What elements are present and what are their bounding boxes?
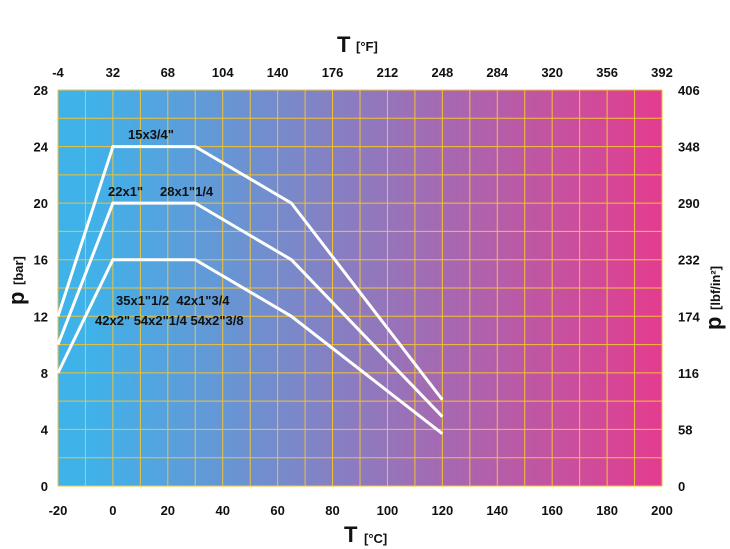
x-top-tick-label: 212: [377, 65, 399, 80]
x-top-tick-label: 140: [267, 65, 289, 80]
y-right-tick-label: 290: [678, 196, 700, 211]
label-35x1-1-2-42x1-3-4: 35x1"1/2 42x1"3/4: [116, 293, 230, 308]
y-right-tick-label: 174: [678, 309, 700, 324]
pressure-curve-2: [56, 201, 444, 418]
y-right-tick-label: 0: [678, 479, 685, 494]
x-top-tick-label: 32: [106, 65, 120, 80]
x-bottom-tick-label: 160: [541, 503, 563, 518]
x-bottom-tick-label: 180: [596, 503, 618, 518]
y-left-tick-label: 4: [41, 422, 49, 437]
y-right-tick-label: 348: [678, 140, 700, 155]
right-axis-unit: [lbf/in²]: [708, 266, 723, 310]
grid: [57, 89, 663, 487]
y-right-tick-label: 58: [678, 422, 692, 437]
x-bottom-tick-label: 0: [109, 503, 116, 518]
x-bottom-tick-label: 120: [432, 503, 454, 518]
bottom-axis-symbol: T: [344, 522, 358, 547]
y-left-tick-label: 0: [41, 479, 48, 494]
y-right-tick-label: 232: [678, 253, 700, 268]
left-axis-unit: [bar]: [11, 256, 26, 285]
y-right-tick-label: 116: [678, 366, 699, 381]
x-top-tick-label: 284: [486, 65, 508, 80]
x-top-tick-label: 104: [212, 65, 234, 80]
x-bottom-tick-label: -20: [49, 503, 68, 518]
x-top-tick-label: 248: [432, 65, 454, 80]
x-top-tick-label: 356: [596, 65, 618, 80]
x-top-tick-label: 68: [161, 65, 175, 80]
left-axis-symbol: p: [4, 292, 29, 305]
x-bottom-tick-label: 140: [486, 503, 508, 518]
label-28x1-1-4: 28x1"1/4: [160, 184, 214, 199]
x-top-tick-label: 176: [322, 65, 344, 80]
tick-labels: -20 0 20 40 60 80 100 120 140 160 180 200-4 32 68 104 1…: [34, 65, 701, 518]
pressure-curve-3: [56, 258, 444, 435]
pressure-curves: [56, 145, 444, 435]
y-left-tick-label: 16: [34, 253, 48, 268]
x-top-tick-label: 320: [541, 65, 563, 80]
label-42x2-54x2-1-4-54x2-3-8: 42x2" 54x2"1/4 54x2"3/8: [95, 313, 244, 328]
right-axis-symbol: p: [701, 317, 726, 330]
y-left-tick-label: 28: [34, 83, 48, 98]
y-right-tick-label: 406: [678, 83, 700, 98]
top-axis-symbol: T: [337, 32, 351, 57]
x-bottom-tick-label: 100: [377, 503, 399, 518]
x-bottom-tick-label: 60: [270, 503, 284, 518]
x-bottom-tick-label: 20: [161, 503, 175, 518]
y-left-tick-label: 8: [41, 366, 48, 381]
y-left-tick-label: 24: [34, 140, 49, 155]
x-top-tick-label: 392: [651, 65, 673, 80]
label-15x3-4: 15x3/4": [128, 127, 174, 142]
top-axis-unit: [°F]: [356, 39, 378, 54]
x-bottom-tick-label: 200: [651, 503, 673, 518]
x-top-tick-label: -4: [52, 65, 64, 80]
y-left-tick-label: 20: [34, 196, 48, 211]
x-bottom-tick-label: 80: [325, 503, 339, 518]
bottom-axis-unit: [°C]: [364, 531, 387, 546]
y-left-tick-label: 12: [34, 309, 48, 324]
label-22x1: 22x1": [108, 184, 143, 199]
x-bottom-tick-label: 40: [215, 503, 229, 518]
pressure-curve-1: [56, 145, 444, 401]
